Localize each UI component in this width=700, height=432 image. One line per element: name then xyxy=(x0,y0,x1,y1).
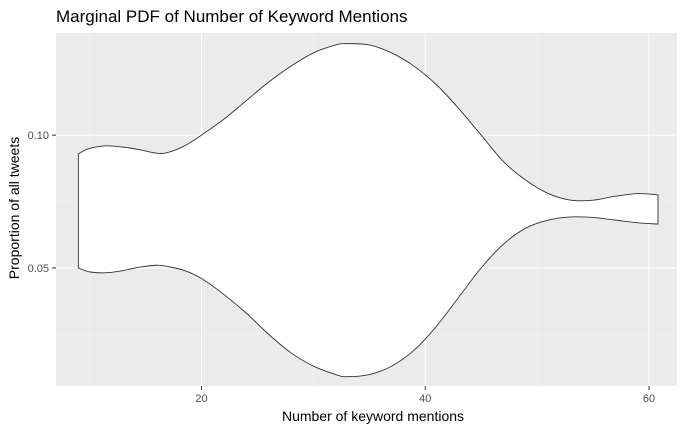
y-tick-label: 0.10 xyxy=(28,130,49,142)
x-tick-label: 60 xyxy=(643,393,655,405)
y-axis: 0.05 0.10 xyxy=(28,130,56,275)
x-axis: 20 40 60 xyxy=(195,386,655,405)
violin-shape xyxy=(77,43,659,378)
y-tick-label: 0.05 xyxy=(28,263,49,275)
x-tick-label: 40 xyxy=(419,393,431,405)
y-axis-title: Proportion of all tweets xyxy=(6,137,22,279)
x-tick-label: 20 xyxy=(195,393,207,405)
chart-title: Marginal PDF of Number of Keyword Mentio… xyxy=(56,7,407,26)
violin-layer xyxy=(77,43,659,378)
x-axis-title: Number of keyword mentions xyxy=(282,408,464,424)
